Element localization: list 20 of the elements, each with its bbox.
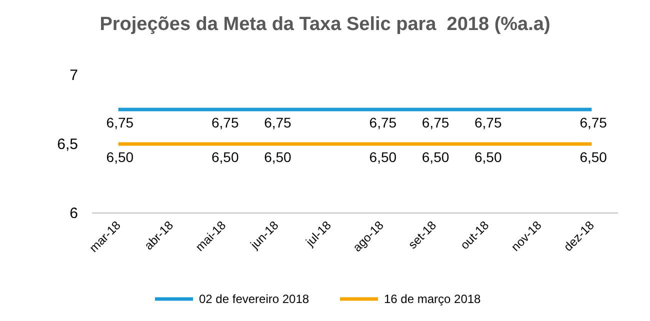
y-tick-label: 6 [70,205,78,222]
data-label: 6,50 [264,149,292,165]
data-label: 6,50 [580,149,608,165]
data-label: 6,50 [106,149,134,165]
chart-title: Projeções da Meta da Taxa Selic para 2018 (%a.a) [100,14,550,35]
y-tick-label: 7 [70,67,78,84]
data-label: 6,50 [422,149,450,165]
data-label: 6,75 [106,114,134,130]
legend-label: 02 de fevereiro 2018 [199,292,310,306]
data-label: 6,75 [474,114,502,130]
data-label: 6,75 [580,114,608,130]
y-tick-label: 6,5 [57,136,78,153]
data-label: 6,75 [212,114,239,130]
data-label: 6,50 [212,149,239,165]
data-label: 6,50 [474,149,502,165]
data-label: 6,75 [369,114,397,130]
data-label: 6,50 [369,149,397,165]
data-label: 6,75 [422,114,450,130]
legend-label: 16 de março 2018 [384,292,482,306]
data-label: 6,75 [264,114,292,130]
